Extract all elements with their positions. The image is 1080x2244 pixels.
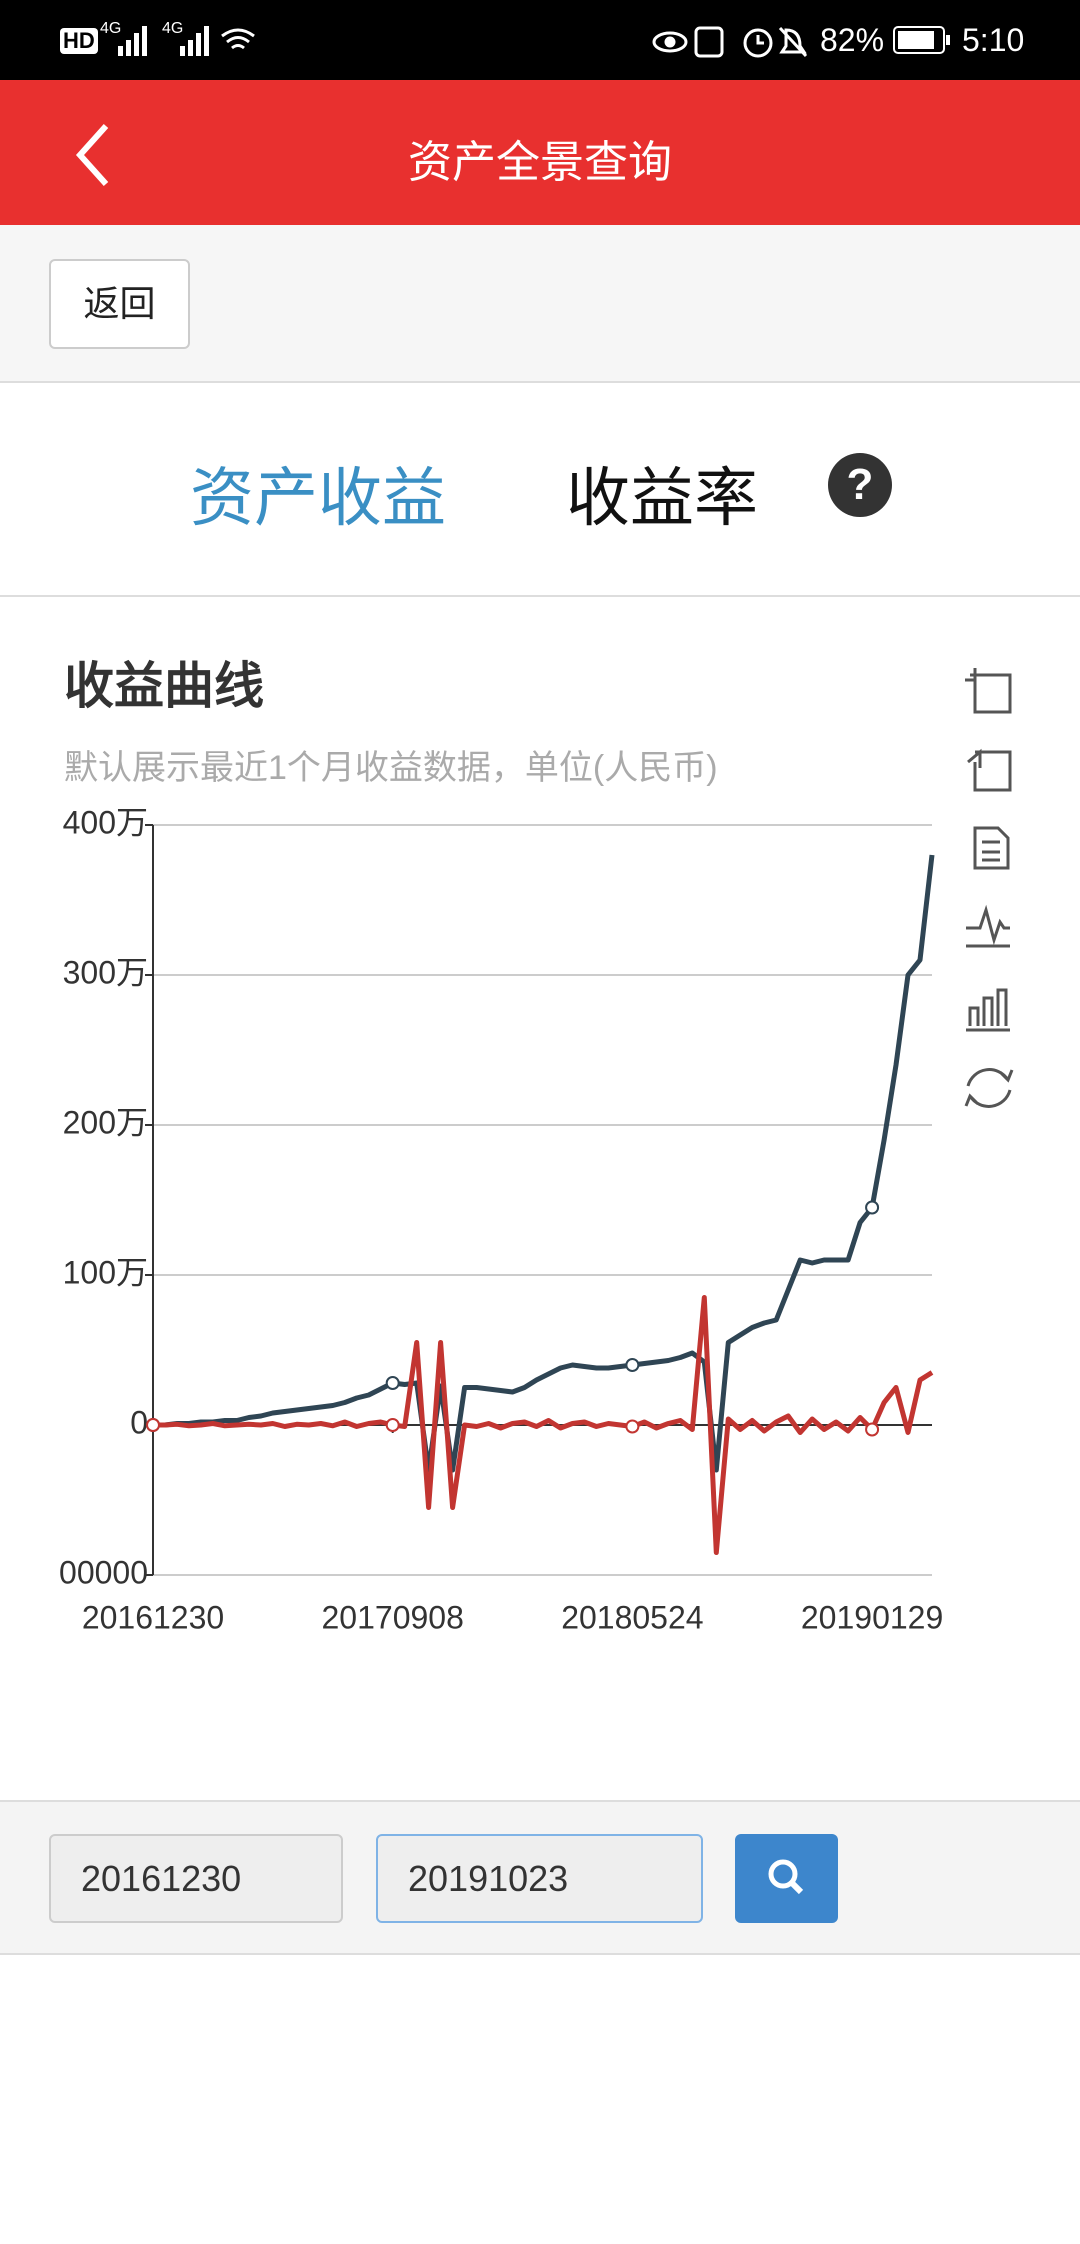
help-icon[interactable]: ? [828,453,892,517]
chart: 收益曲线 默认展示最近1个月收益数据，单位(人民币) 000000100万200… [59,658,1014,1635]
clock: 5:10 [962,22,1025,58]
zoom-reset-icon[interactable] [967,748,1012,792]
tab-bar: 资产收益 收益率 ? [0,383,1080,597]
x-tick-label: 20180524 [561,1599,703,1635]
chart-title: 收益曲线 [64,658,264,714]
bar-switch-icon[interactable] [966,988,1010,1032]
start-date-input[interactable]: 20161230 [49,1834,343,1923]
app-header: 资产全景查询 [0,80,1080,225]
battery-icon [893,26,950,54]
series-point [146,1418,160,1432]
series-line [153,854,935,1473]
y-tick-label: 200万 [63,1104,148,1140]
series-point [625,1419,640,1434]
header-title: 资产全景查询 [408,138,672,187]
status-bar: HD 4G 4G 82% 5:10 [0,0,1080,80]
x-tick-label: 20161230 [82,1599,224,1635]
signal-icons [118,26,255,56]
back-arrow[interactable] [70,120,120,190]
back-button[interactable]: 返回 [49,259,190,349]
chart-toolbox [964,668,1014,1108]
y-tick-label: 300万 [63,954,148,990]
hd-indicator: HD [60,28,98,54]
series-point [385,1376,400,1390]
x-tick-label: 20190129 [801,1599,943,1635]
series-point [865,1422,880,1437]
search-button[interactable] [735,1834,838,1923]
network-indicator: 4G [162,20,184,37]
network-indicator: 4G [100,20,122,37]
date-query-bar: 20161230 20191023 [0,1800,1080,1955]
chart-subtitle: 默认展示最近1个月收益数据，单位(人民币) [64,749,718,787]
x-tick-label: 20170908 [322,1599,464,1635]
toolbar: 返回 [0,225,1080,383]
series-point [385,1418,400,1432]
tab-yield-rate[interactable]: 收益率 [566,462,758,534]
y-tick-label: 0 [130,1404,148,1440]
series-line [153,1295,934,1555]
system-icons [652,26,808,58]
battery-level: 82% [820,22,885,58]
y-tick-label: 400万 [63,804,148,840]
y-tick-label: 00000 [59,1554,148,1590]
zoom-icon[interactable] [965,668,1012,714]
series-point [865,1200,880,1215]
tab-asset-income[interactable]: 资产收益 [190,462,446,534]
end-date-input[interactable]: 20191023 [376,1834,703,1923]
series-point [625,1358,640,1372]
data-view-icon[interactable] [973,826,1010,870]
line-switch-icon[interactable] [966,904,1010,948]
search-icon [768,1859,804,1895]
y-tick-label: 100万 [63,1254,148,1290]
restore-icon[interactable] [964,1068,1014,1108]
